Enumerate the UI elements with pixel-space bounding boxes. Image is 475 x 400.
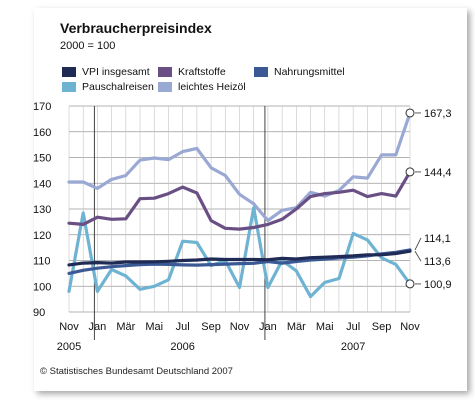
x-tick-label: Mär xyxy=(287,321,306,333)
year-label: 2006 xyxy=(170,341,194,353)
legend-item-nahrungsmittel: Nahrungsmittel xyxy=(254,66,345,78)
x-tick-label: Mai xyxy=(145,321,163,333)
legend-swatch xyxy=(158,82,172,92)
end-marker xyxy=(405,108,415,118)
end-value-label: 100,9 xyxy=(424,279,452,291)
y-tick-label: 120 xyxy=(33,230,51,242)
end-leader xyxy=(414,251,422,262)
x-tick-label: Jul xyxy=(346,321,360,333)
x-tick-label: Nov xyxy=(400,321,420,333)
y-axis: 90 100 110 120 130 140 150 160 170 xyxy=(33,101,51,319)
legend-label: Pauschalreisen xyxy=(82,81,154,93)
legend-label: Kraftstoffe xyxy=(178,66,226,78)
legend-swatch xyxy=(62,82,76,92)
y-tick-label: 140 xyxy=(33,178,51,190)
end-value-label: 167,3 xyxy=(424,108,452,120)
legend-item-kraftstoffe: Kraftstoffe xyxy=(158,66,226,78)
legend-label: leichtes Heizöl xyxy=(178,81,246,93)
y-tick-label: 100 xyxy=(33,281,51,293)
series-line-4 xyxy=(67,111,412,223)
chart-subtitle: 2000 = 100 xyxy=(60,40,116,52)
legend-swatch xyxy=(158,67,172,77)
end-labels: 167,3 144,4 114,1 113,6 100,9 xyxy=(405,108,452,291)
end-value-label: 144,4 xyxy=(424,167,452,179)
y-tick-label: 110 xyxy=(33,256,51,268)
copyright-credit: © Statistisches Bundesamt Deutschland 20… xyxy=(40,366,233,377)
legend-label: VPI insgesamt xyxy=(82,66,150,78)
y-tick-label: 130 xyxy=(33,204,51,216)
chart-title: Verbraucherpreisindex xyxy=(60,20,212,36)
y-tick-label: 90 xyxy=(33,307,45,319)
x-tick-label: Mär xyxy=(116,321,135,333)
end-value-label: 113,6 xyxy=(424,256,451,268)
chart-frame xyxy=(34,8,467,391)
end-value-label: 114,1 xyxy=(424,233,451,245)
x-tick-label: Jul xyxy=(176,321,190,333)
legend-label: Nahrungsmittel xyxy=(274,66,345,78)
end-leader xyxy=(414,237,422,251)
x-tick-label: Nov xyxy=(59,321,79,333)
legend-item-pauschalreisen: Pauschalreisen xyxy=(62,81,154,93)
x-tick-label: Jan xyxy=(259,321,277,333)
year-label: 2005 xyxy=(57,341,81,353)
year-label: 2007 xyxy=(341,341,365,353)
x-tick-label: Sep xyxy=(201,321,221,333)
legend-item-heizoel: leichtes Heizöl xyxy=(158,81,246,93)
series-line-3 xyxy=(67,206,412,299)
x-axis: Nov Jan Mär Mai Jul Sep Nov Jan Mär Mai Jul Sep Nov 2… xyxy=(57,321,421,353)
legend-swatch xyxy=(254,67,268,77)
end-marker xyxy=(405,167,415,177)
x-tick-label: Sep xyxy=(372,321,392,333)
x-tick-label: Mai xyxy=(316,321,334,333)
end-marker xyxy=(405,279,415,289)
y-tick-label: 170 xyxy=(33,101,51,113)
series-lines xyxy=(67,111,412,299)
series-line-1 xyxy=(67,170,412,231)
series-line-0 xyxy=(67,249,412,267)
legend-item-vpi: VPI insgesamt xyxy=(62,66,150,78)
x-tick-label: Nov xyxy=(230,321,250,333)
y-tick-label: 150 xyxy=(33,153,51,165)
x-tick-label: Jan xyxy=(89,321,107,333)
grid xyxy=(68,105,411,340)
y-tick-label: 160 xyxy=(33,127,51,139)
legend-swatch xyxy=(62,67,76,77)
